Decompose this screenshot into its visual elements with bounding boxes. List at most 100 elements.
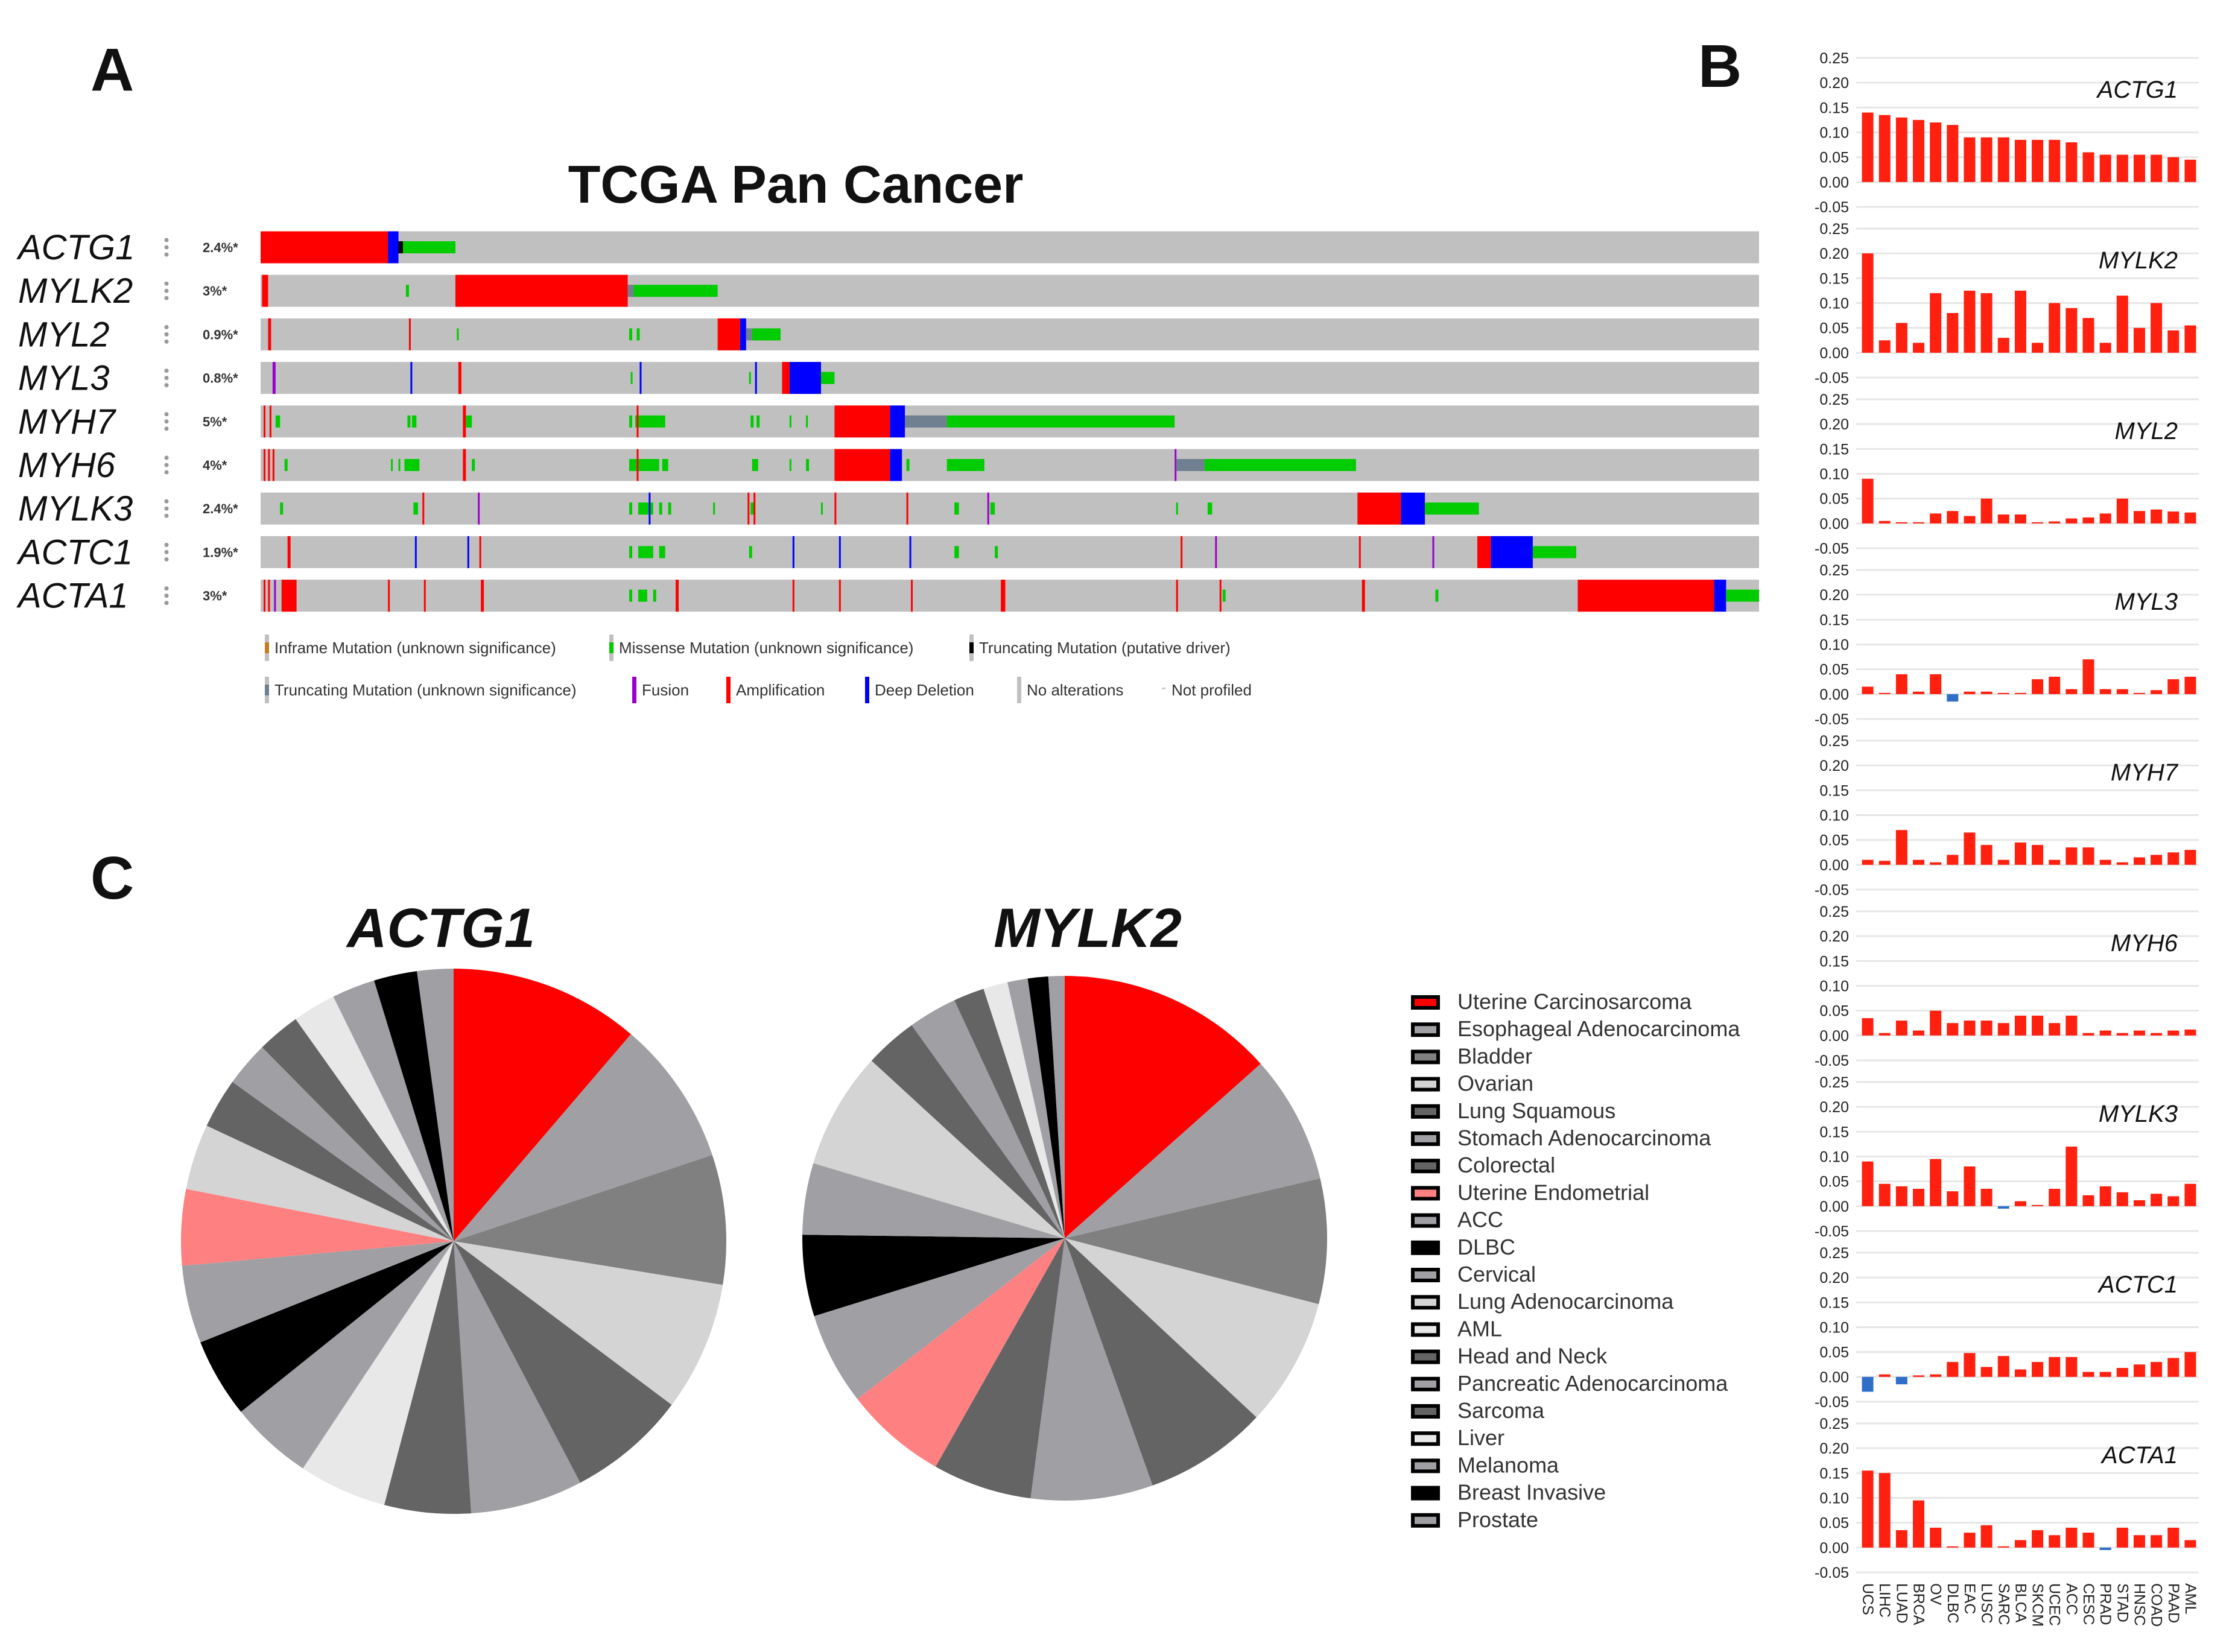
oncoprint-row: MYLK3 2.4%* [18,489,1759,528]
bar [1878,340,1891,353]
bar [2014,842,2026,865]
alteration-amp [268,580,270,612]
alteration-mis [407,415,411,428]
alteration-amp [1358,536,1361,568]
bar [1980,293,1992,353]
bar [2065,1356,2078,1377]
alteration-amp [261,231,388,264]
bar [1878,115,1891,182]
legend-swatch [609,642,613,653]
bar [1980,137,1992,182]
more-options-dot [164,463,169,467]
x-tick-label: BRCA [1910,1583,1927,1625]
track-background [261,231,1759,264]
track-background [261,318,1759,350]
alteration-mis [280,502,284,515]
y-tick-label: 0.05 [1819,150,1849,166]
alteration-amp [263,580,265,612]
pie-slice [303,1241,454,1505]
bar-chart-acta1: 0.25 0.20 0.15 0.10 0.05 0.00 -0.05 ACTA1 UCS LIH… [1815,1416,2199,1627]
y-tick-label: 0.10 [1819,466,1849,483]
legend-label: DLBC [1457,1235,1515,1259]
alteration-del [789,362,822,394]
bar [1964,290,1976,353]
alteration-amp [747,492,750,525]
bar [1980,1021,1992,1036]
y-tick-label: 0.25 [1819,221,1849,238]
chart-title: MYLK3 [2099,1101,2178,1127]
more-options-dot [164,586,169,591]
alteration-amp [408,318,411,350]
bar [2099,154,2111,182]
bar [1964,691,1976,694]
bar [2151,1194,2163,1206]
pie-slice [262,1019,454,1241]
bar-chart-mylk3: 0.25 0.20 0.15 0.10 0.05 0.00 -0.05 MYLK3 [1815,1074,2199,1240]
legend-swatch [632,677,636,703]
alteration-mis [1207,502,1213,515]
pie-legend-item: Liver [1411,1425,1504,1450]
alteration-mis [1435,589,1439,602]
pie-charts: ACTG1 MYLK2 [180,897,1327,1514]
x-tick-label: LUAD [1893,1583,1910,1624]
alteration-amp [272,449,274,481]
more-options-dot [164,542,169,547]
legend-item: Amplification [726,677,825,703]
more-options-dot [164,593,169,598]
bar-chart-myl2: 0.25 0.20 0.15 0.10 0.05 0.00 -0.05 MYL2 [1815,391,2199,557]
pie-slice [813,1060,1065,1238]
bar [1980,1189,1992,1206]
alteration-percent: 2.4%* [203,501,238,516]
bar [2184,512,2196,524]
more-options-dot [164,245,169,250]
oncoprint-row: MYH6 4%* [18,446,1759,485]
legend-swatch [726,677,731,703]
y-tick-label: 0.10 [1819,1320,1849,1337]
alteration-fus [1215,536,1217,568]
gene-label: MYL3 [18,359,110,398]
pie-legend-item: DLBC [1411,1235,1515,1259]
bar [2082,1195,2094,1206]
pie-slice [454,1241,580,1514]
x-tick-label: UCEC [2046,1583,2063,1626]
legend-label: Missense Mutation (unknown significance) [619,639,913,657]
bar [1878,692,1891,694]
y-tick-label: 0.20 [1819,75,1849,92]
bar [2133,1030,2145,1036]
bar [1997,514,2009,524]
alteration-mis [954,546,959,559]
alteration-percent: 1.9%* [203,545,238,560]
bar [1997,1356,2009,1377]
alteration-mis [750,415,754,428]
pie-slice [454,1034,712,1241]
y-tick-label: 0.20 [1819,1270,1849,1286]
bar [2116,296,2128,353]
legend-label: AML [1457,1316,1502,1341]
alteration-mis [402,241,455,253]
bar [2151,509,2163,524]
bar [1947,1362,1959,1377]
pie-slice [232,1047,454,1241]
alteration-del [740,318,746,350]
bar [1913,859,1925,865]
alteration-mis [756,415,760,428]
legend-swatch [1411,1213,1440,1228]
legend-swatch [1411,1295,1440,1310]
alteration-amp [753,492,756,525]
bar [2184,677,2196,694]
x-tick-label: HNSC [2131,1583,2148,1626]
pie-slice [1065,1238,1319,1417]
bar [2065,518,2078,524]
x-tick-label: BLCA [2012,1583,2029,1623]
legend-label: Liver [1457,1425,1504,1450]
bar [2049,139,2061,182]
alteration-del [410,362,413,394]
y-tick-label: 0.25 [1819,1245,1849,1262]
legend-swatch [1411,1268,1440,1282]
pie-legend-item: Head and Neck [1411,1344,1608,1369]
chart-title: MYH7 [2111,759,2179,786]
legend-item: Deep Deletion [865,677,974,703]
chart-title: MYL2 [2115,418,2178,445]
bar [1947,1191,1959,1206]
legend-swatch [265,642,269,653]
